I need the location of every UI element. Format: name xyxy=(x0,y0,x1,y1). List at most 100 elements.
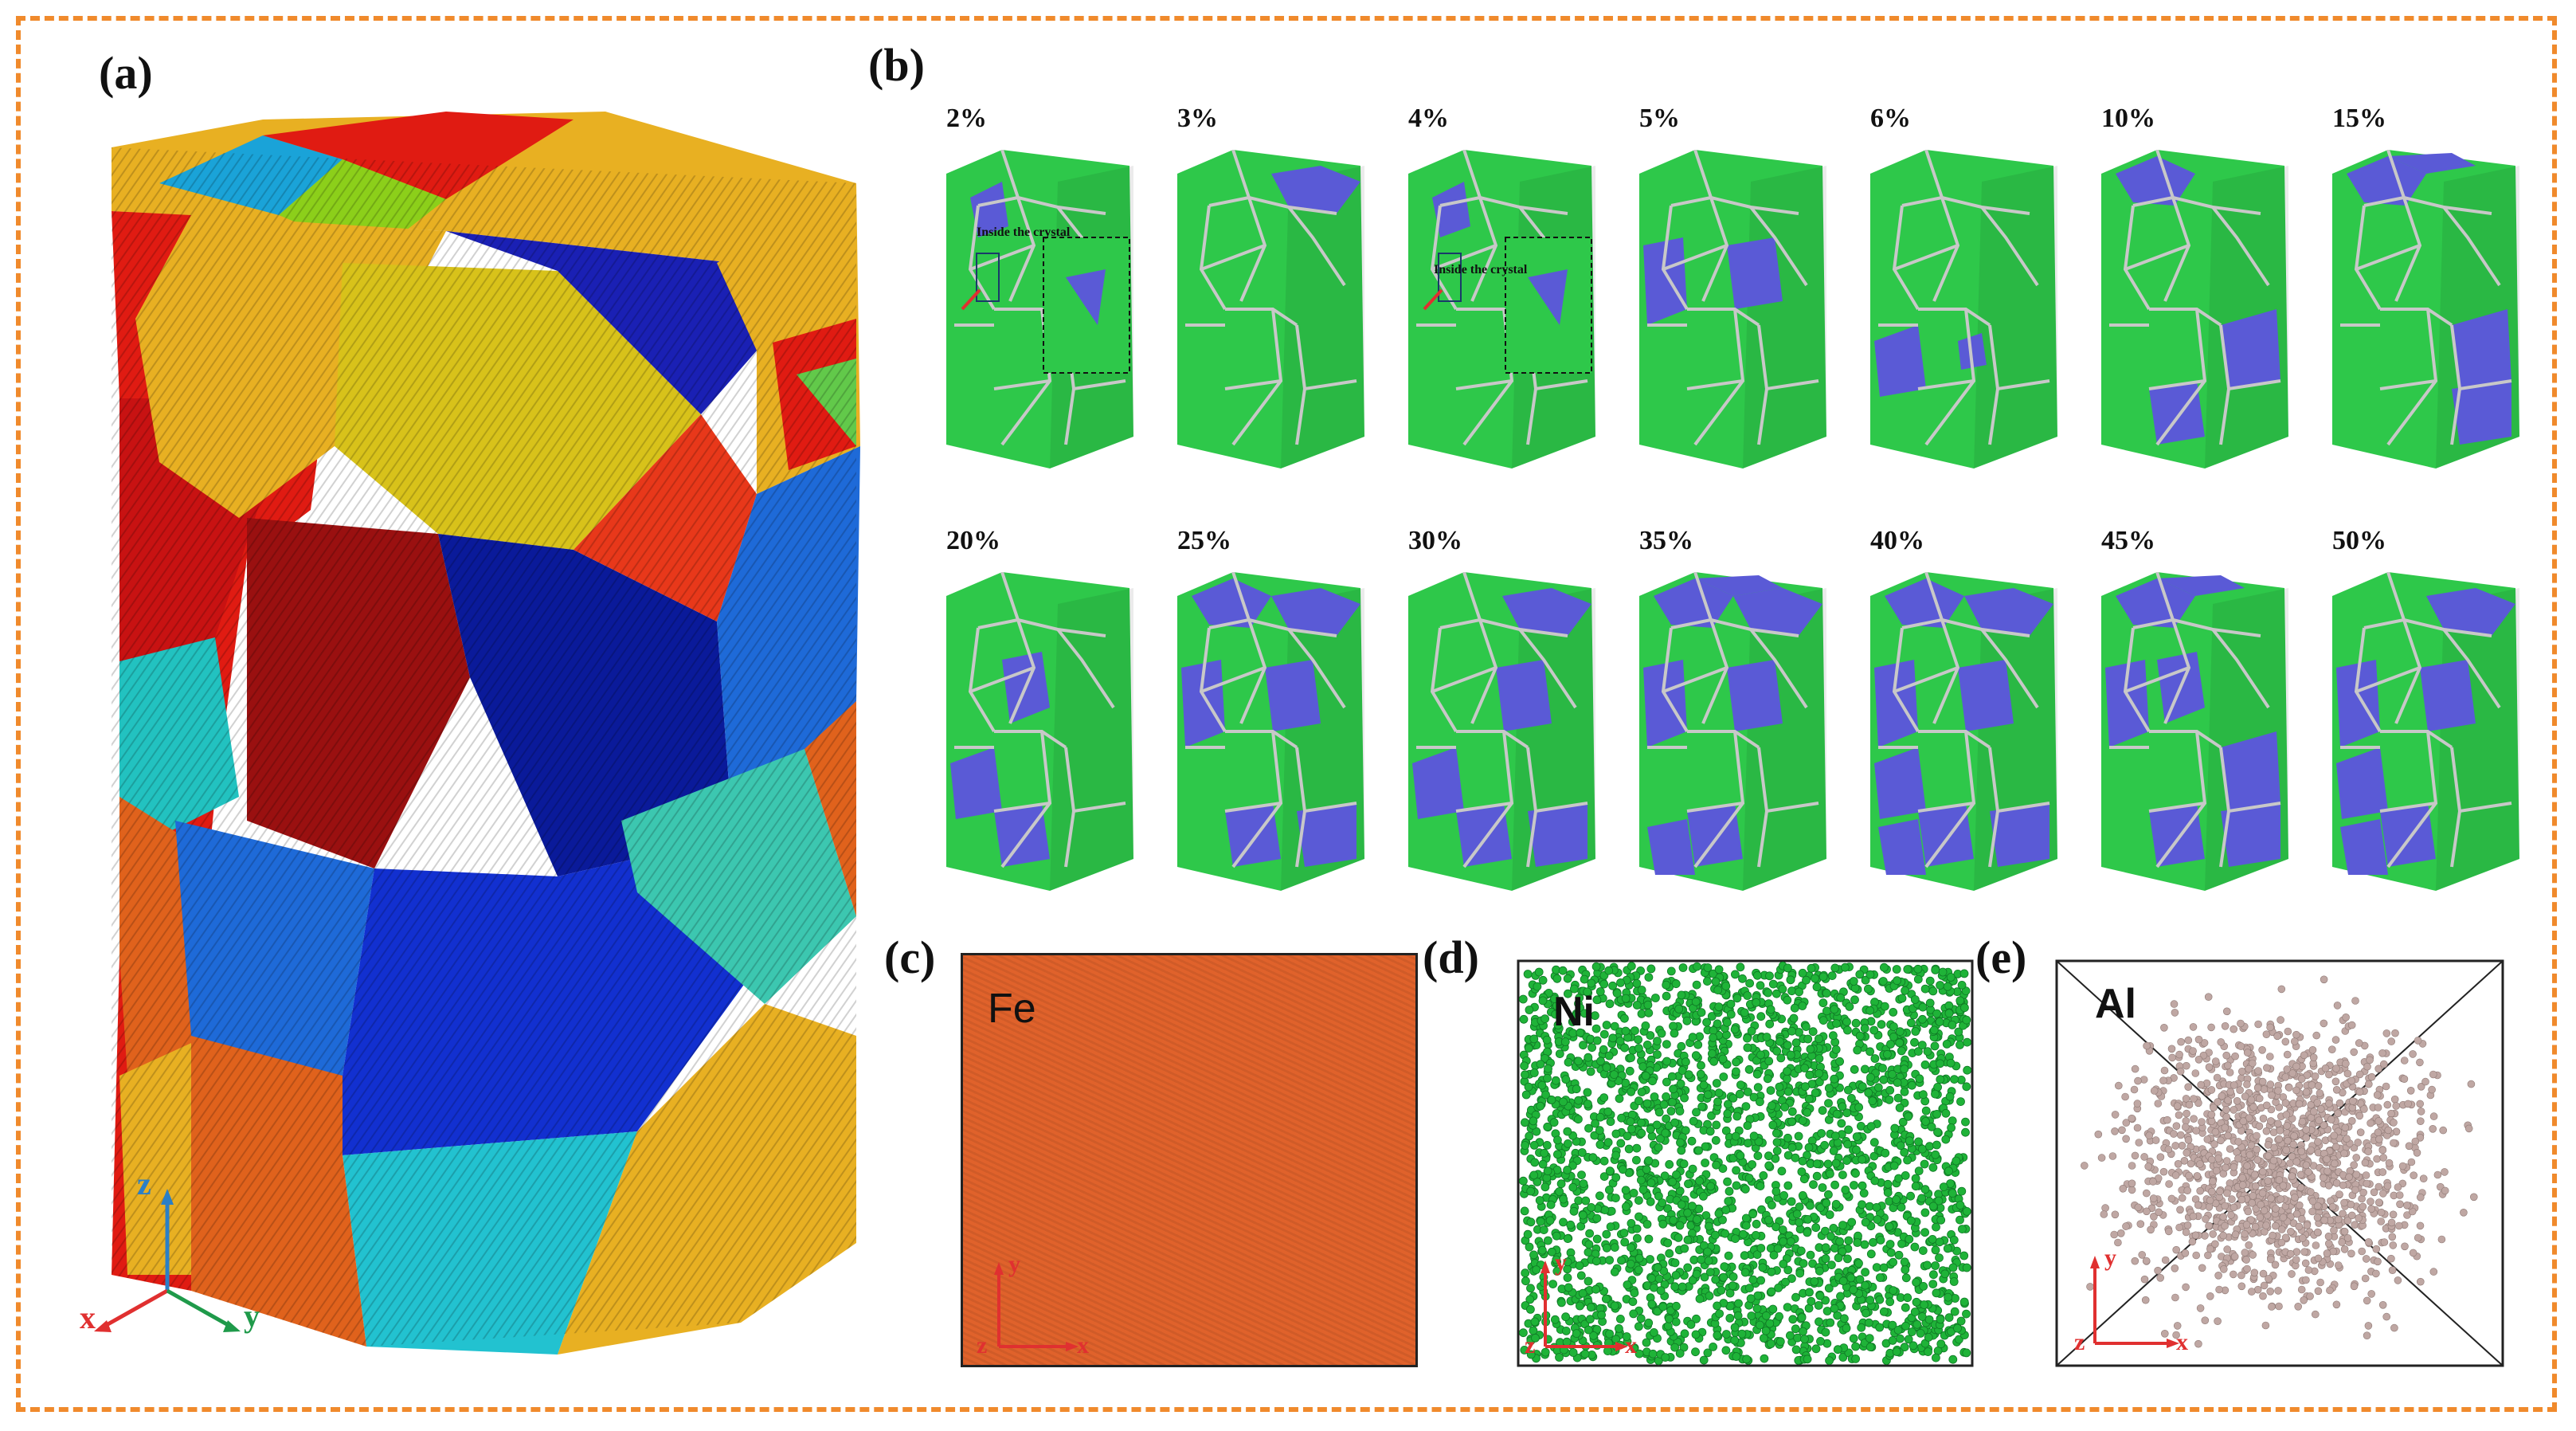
strain-label: 20% xyxy=(946,526,1000,555)
axes-triad-c xyxy=(994,1262,1079,1351)
grain-boundary xyxy=(969,244,1035,271)
strain-label: 10% xyxy=(2101,104,2155,133)
precipitate-grain xyxy=(2336,660,2380,747)
grain-boundary xyxy=(2355,244,2421,271)
precipitate-grain xyxy=(1874,747,1926,819)
strain-snapshot xyxy=(1177,150,1364,469)
y-axis-arrow xyxy=(166,1288,233,1329)
precipitate-grain xyxy=(1643,660,1687,747)
precipitate-grain xyxy=(1878,819,1926,875)
e-y-axis-label: y xyxy=(2104,1245,2116,1271)
strain-snapshot xyxy=(1408,150,1595,469)
strain-snapshot xyxy=(1639,150,1826,469)
grain-boundary xyxy=(1056,628,1115,709)
grain-boundary xyxy=(2124,666,2190,693)
inset-precipitate xyxy=(1066,269,1106,325)
al-element-label: Al xyxy=(2095,981,2136,1027)
panel-c-label: (c) xyxy=(884,931,936,983)
axes-triad-d xyxy=(1541,1260,1628,1351)
strain-snapshot xyxy=(1870,572,2057,891)
precipitate-grain xyxy=(1432,182,1470,237)
grain-boundary xyxy=(1749,628,1808,709)
grain-boundary xyxy=(1064,810,1075,868)
precipitate-grain xyxy=(950,747,1002,819)
precipitate-grain xyxy=(1502,588,1591,636)
side-face-shade xyxy=(2205,166,2288,469)
strain-snapshot xyxy=(1639,572,1826,891)
grain-boundary xyxy=(1518,628,1577,709)
grain-boundary xyxy=(2219,810,2230,868)
dashed-frame xyxy=(16,16,2557,1412)
precipitate-grain xyxy=(1496,660,1552,731)
c-x-axis-label: x xyxy=(1077,1332,1089,1358)
precipitate-grain xyxy=(1192,578,1271,628)
grain-boundary xyxy=(1662,244,1728,271)
grain-boundary xyxy=(1757,810,1768,868)
grain-boundary xyxy=(2379,802,2437,813)
grain-boundary xyxy=(1295,810,1306,868)
precipitate-grain xyxy=(2157,575,2245,596)
precipitate-grain xyxy=(2426,588,2515,636)
precipitate-grain xyxy=(1727,660,1783,731)
inset-arrow xyxy=(1423,288,1443,311)
grain-boundary xyxy=(1686,379,1744,390)
precipitate-grain xyxy=(1695,575,1783,596)
grain-boundary xyxy=(1064,388,1075,445)
grain-boundary xyxy=(1988,388,1999,445)
precipitate-grain xyxy=(2221,731,2280,811)
grain-boundary xyxy=(1686,802,1744,813)
precipitate-grain xyxy=(2452,309,2511,389)
precipitate-grain xyxy=(2336,747,2388,819)
e-x-axis-label: x xyxy=(2176,1329,2188,1355)
strain-label: 2% xyxy=(946,104,987,133)
strain-label: 45% xyxy=(2101,526,2155,555)
strain-snapshot xyxy=(946,572,1133,891)
grain-boundary xyxy=(1200,666,1266,693)
precipitate-grain xyxy=(1271,166,1360,214)
grain-boundary xyxy=(2355,666,2421,693)
y-axis-label: y xyxy=(244,1298,260,1334)
precipitate-grain xyxy=(2221,803,2280,867)
precipitate-grain xyxy=(1265,660,1321,731)
precipitate-grain xyxy=(2116,156,2195,206)
d-y-axis-label: y xyxy=(1555,1249,1567,1276)
precipitate-grain xyxy=(1990,803,2049,867)
grain-boundary xyxy=(1455,379,1513,390)
strain-label: 35% xyxy=(1639,526,1693,555)
precipitate-grain xyxy=(2388,153,2476,174)
precipitate-grain xyxy=(1297,803,1357,867)
strain-label: 30% xyxy=(1408,526,1462,555)
precipitate-grain xyxy=(1654,578,1733,628)
precipitate-grain xyxy=(1958,660,2014,731)
panel-b-label: (b) xyxy=(868,39,925,91)
strain-label: 5% xyxy=(1639,104,1680,133)
precipitate-grain xyxy=(1733,588,1822,636)
grain-boundary xyxy=(1980,628,2039,709)
grain-boundary xyxy=(1224,379,1282,390)
precipitate-grain xyxy=(2105,660,2149,747)
precipitate-grain xyxy=(1874,325,1926,397)
strain-snapshot xyxy=(946,150,1133,469)
grain-boundary xyxy=(1431,666,1497,693)
precipitate-grain xyxy=(1885,578,1964,628)
side-face-shade xyxy=(1050,588,1133,891)
grain-boundary xyxy=(1749,206,1808,287)
grain-boundary xyxy=(1988,810,1999,868)
inset-source-box xyxy=(1438,253,1462,302)
grain-boundary xyxy=(1526,388,1537,445)
precipitate-grain xyxy=(1181,660,1225,747)
inset-source-box xyxy=(976,253,1000,302)
strain-snapshot xyxy=(2332,150,2519,469)
fe-element-label: Fe xyxy=(988,986,1036,1032)
e-z-axis-label: z xyxy=(2074,1329,2085,1355)
precipitate-grain xyxy=(1528,803,1587,867)
inset-arrow xyxy=(961,288,981,311)
strain-snapshot xyxy=(1408,572,1595,891)
strain-snapshot xyxy=(1870,150,2057,469)
panel-d-label: (d) xyxy=(1423,931,1479,983)
axes-triad-e xyxy=(2090,1256,2179,1348)
